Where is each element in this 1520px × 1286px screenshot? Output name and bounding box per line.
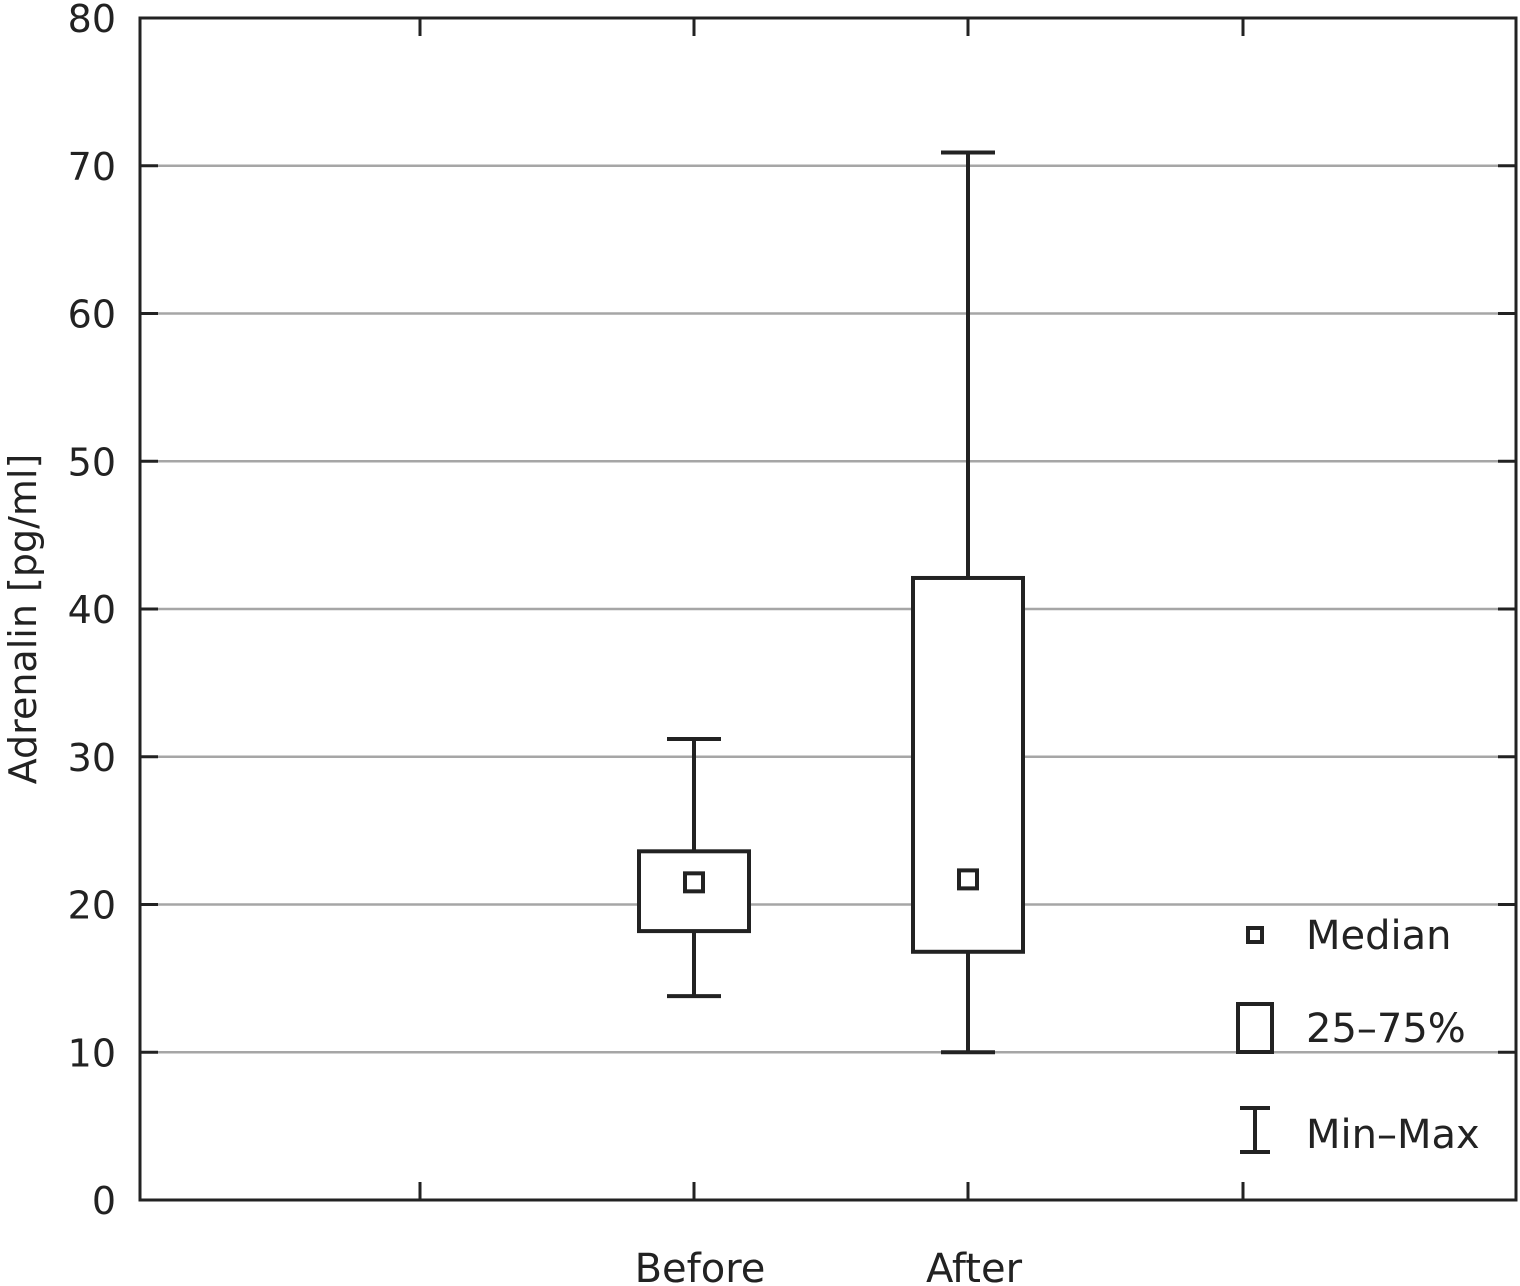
y-tick-label: 30: [68, 736, 116, 780]
axis-ticks: [140, 16, 1516, 1202]
box-before: [637, 737, 751, 999]
legend-box-symbol: [1236, 1002, 1274, 1054]
y-tick-label: 40: [68, 588, 116, 632]
median-marker: [957, 868, 979, 891]
box-plots: [637, 150, 1025, 1055]
x-category-label: After: [926, 1246, 1023, 1286]
y-tick-label: 70: [68, 145, 116, 189]
y-tick-label: 80: [68, 0, 116, 41]
legend-label: Median: [1306, 913, 1452, 959]
tick-labels: 0 10 20 30 40 50 60 70 80 Before After: [68, 0, 1023, 1286]
legend-median-symbol: [1246, 926, 1264, 944]
iqr-box: [911, 575, 1025, 954]
legend-label: 25–75%: [1306, 1006, 1466, 1052]
y-tick-label: 50: [68, 440, 116, 484]
x-category-label: Before: [635, 1246, 766, 1286]
grid-lines: [140, 164, 1516, 1054]
y-tick-label: 20: [68, 884, 116, 928]
median-marker: [683, 871, 705, 894]
box-after: [911, 150, 1025, 1055]
legend-label: Min–Max: [1306, 1112, 1480, 1158]
y-tick-label: 10: [68, 1031, 116, 1075]
y-tick-label: 0: [92, 1179, 116, 1223]
legend: Median 25–75% Min–Max: [1236, 913, 1480, 1158]
y-tick-label: 60: [68, 293, 116, 337]
y-axis-title: Adrenalin [pg/ml]: [1, 454, 45, 785]
